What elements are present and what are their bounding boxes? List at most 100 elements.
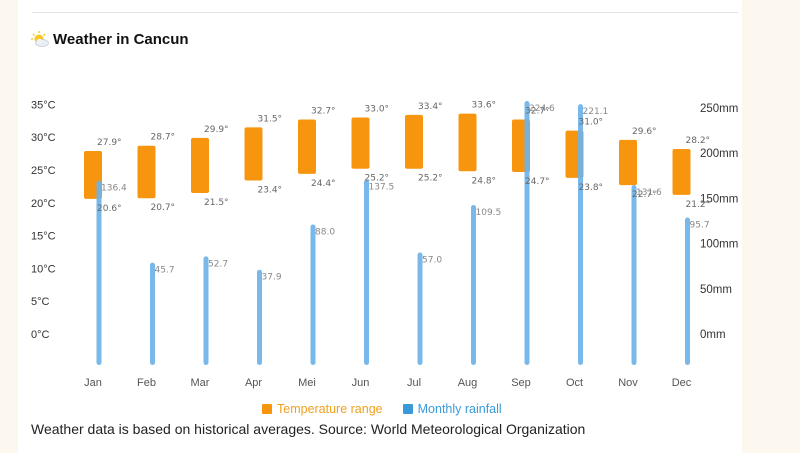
rainfall-series <box>96 100 690 365</box>
rainfall-bar <box>417 252 423 365</box>
temperature-range-bar <box>619 139 637 186</box>
rainfall-value-label: 95.7 <box>690 220 710 230</box>
left-axis-tick-label: 15°C <box>31 231 56 243</box>
temperature-min-label: 20.6° <box>97 204 122 214</box>
temperature-range-bar <box>458 113 477 172</box>
rainfall-value-label: 88.0 <box>315 227 335 237</box>
temperature-range-bar <box>405 114 423 169</box>
rainfall-value-label: 224.6 <box>529 104 555 114</box>
temperature-max-label: 28.2° <box>686 136 711 146</box>
right-axis-tick-label: 100mm <box>700 239 738 251</box>
x-axis-tick-label: Feb <box>137 377 156 389</box>
temperature-max-label: 31.0° <box>579 118 604 128</box>
left-axis-tick-label: 5°C <box>31 296 50 308</box>
temperature-max-label: 32.7° <box>525 106 550 116</box>
x-axis-tick-label: Jan <box>84 377 102 389</box>
temperature-series <box>84 113 691 199</box>
temperature-range-bar <box>244 127 263 181</box>
left-axis-tick-label: 35°C <box>31 99 56 111</box>
sun-behind-cloud-icon <box>31 31 49 47</box>
divider <box>32 12 738 13</box>
x-axis-tick-label: Sep <box>511 377 531 389</box>
temperature-labels: 27.9° 20.6° 28.7° 20.7° 29.9° 21.5° 31.5° 23.4°… <box>97 101 710 214</box>
weather-card <box>18 0 742 453</box>
rainfall-swatch <box>402 404 413 414</box>
temperature-max-label: 28.7° <box>151 133 176 143</box>
rainfall-bar <box>578 104 583 365</box>
chart-title: Weather in Cancun <box>30 30 189 48</box>
legend: Temperature range Monthly rainfall <box>262 402 502 416</box>
temperature-max-label: 27.9° <box>97 138 122 148</box>
temperature-swatch <box>262 404 272 414</box>
temperature-max-label: 32.7° <box>311 106 336 116</box>
x-axis-tick-label: Mei <box>298 377 316 389</box>
temperature-max-label: 29.6° <box>632 127 657 137</box>
rainfall-bar <box>96 180 102 365</box>
rainfall-bar <box>310 224 316 365</box>
legend-item-temperature[interactable]: Temperature range <box>262 402 383 416</box>
x-axis-tick-label: Oct <box>566 377 583 389</box>
temperature-min-label: 24.4° <box>311 179 336 189</box>
rainfall-bar <box>471 205 476 365</box>
temperature-max-label: 29.9° <box>204 125 229 135</box>
rainfall-bar <box>364 179 369 365</box>
right-axis-tick-label: 200mm <box>700 148 738 160</box>
left-axis-tick-label: 20°C <box>31 198 56 210</box>
temperature-max-label: 31.5° <box>258 114 283 124</box>
temperature-max-label: 33.0° <box>365 105 390 115</box>
temperature-range-bar <box>137 145 156 199</box>
temperature-min-label: 24.8° <box>472 176 497 186</box>
temperature-min-label: 23.4° <box>258 185 283 195</box>
temperature-min-label: 24.7° <box>525 177 550 187</box>
temperature-min-label: 23.8° <box>579 183 604 193</box>
temperature-range-bar <box>298 119 316 174</box>
right-axis-tick-label: 0mm <box>700 329 726 341</box>
chart-title-text: Weather in Cancun <box>53 30 189 48</box>
rainfall-bar <box>631 185 637 365</box>
rainfall-bar <box>203 256 209 365</box>
rainfall-labels: 136.4 45.7 52.7 37.9 88.0 137.5 57.0 109.5 224.6… <box>101 104 710 283</box>
temperature-min-label: 20.7° <box>151 203 176 213</box>
right-axis-tick-label: 50mm <box>700 284 732 296</box>
rainfall-value-label: 221.1 <box>583 107 609 117</box>
rainfall-value-label: 131.6 <box>636 188 662 198</box>
rainfall-value-label: 136.4 <box>101 184 127 194</box>
rainfall-value-label: 137.5 <box>369 183 395 193</box>
x-axis-tick-label: Jun <box>352 377 370 389</box>
x-axis: Jan Feb Mar Apr Mei Jun Jul Aug Sep Oct Nov Dec <box>84 377 692 389</box>
rainfall-value-label: 109.5 <box>476 208 502 218</box>
source-note: Weather data is based on historical aver… <box>31 421 586 437</box>
temperature-min-label: 25.2° <box>365 174 390 184</box>
rainfall-value-label: 57.0 <box>422 255 442 265</box>
right-axis-tick-label: 250mm <box>700 103 738 115</box>
x-axis-tick-label: Dec <box>672 377 692 389</box>
right-axis: 0mm 50mm 100mm 150mm 200mm 250mm <box>700 103 738 341</box>
rainfall-value-label: 45.7 <box>155 266 175 276</box>
rainfall-value-label: 52.7 <box>208 259 228 269</box>
x-axis-tick-label: Nov <box>618 377 638 389</box>
temperature-min-label: 25.2° <box>418 174 443 184</box>
temperature-range-bar <box>351 117 370 169</box>
legend-item-rainfall[interactable]: Monthly rainfall <box>402 402 502 416</box>
left-axis: 0°C 5°C 10°C 15°C 20°C 25°C 30°C 35°C <box>31 99 56 341</box>
temperature-min-label: 21.2° <box>686 200 711 210</box>
temperature-max-label: 33.6° <box>472 101 497 111</box>
rainfall-bar <box>257 269 262 365</box>
rainfall-value-label: 37.9 <box>262 273 282 283</box>
left-axis-tick-label: 10°C <box>31 263 56 275</box>
temperature-range-bar <box>672 149 691 195</box>
x-axis-tick-label: Mar <box>191 377 210 389</box>
temperature-min-label: 22.7° <box>632 190 657 200</box>
legend-rainfall-label: Monthly rainfall <box>417 402 502 416</box>
x-axis-tick-label: Aug <box>458 377 478 389</box>
rainfall-bar <box>150 262 155 365</box>
rainfall-bar <box>685 217 690 365</box>
temperature-min-label: 21.5° <box>204 198 229 208</box>
temperature-range-bar <box>191 137 209 193</box>
left-axis-tick-label: 25°C <box>31 165 56 177</box>
left-axis-tick-label: 0°C <box>31 329 50 341</box>
temperature-max-label: 33.4° <box>418 102 443 112</box>
rainfall-bar <box>524 100 530 365</box>
right-axis-tick-label: 150mm <box>700 193 738 205</box>
